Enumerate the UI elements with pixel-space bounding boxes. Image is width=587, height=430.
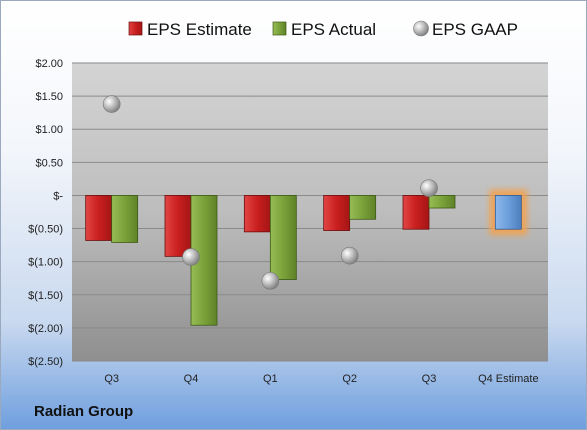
y-tick-label: $1.50 — [35, 91, 63, 103]
x-tick-label: Q4 — [184, 373, 199, 385]
legend-swatch — [413, 20, 429, 37]
bar-eps-actual — [190, 195, 218, 326]
legend-label: EPS Estimate — [147, 20, 252, 39]
y-tick-label: $0.50 — [35, 157, 63, 169]
y-tick-label: $(2.50) — [28, 356, 63, 368]
y-tick-label: $1.00 — [35, 124, 63, 136]
x-tick-label: Q4 Estimate — [478, 373, 539, 385]
bar-eps-estimate-future — [494, 195, 522, 230]
x-tick-label: Q2 — [342, 373, 357, 385]
point-eps-gaap — [182, 248, 200, 266]
legend-label: EPS GAAP — [432, 20, 518, 39]
bar-eps-estimate — [402, 195, 430, 230]
bar-eps-estimate — [243, 195, 271, 233]
bar-eps-estimate — [164, 195, 192, 257]
y-tick-label: $(1.50) — [28, 290, 63, 302]
x-tick-label: Q3 — [422, 373, 437, 385]
plot-area — [72, 63, 548, 361]
bar-eps-estimate — [323, 195, 351, 231]
y-tick-label: $(0.50) — [28, 224, 63, 236]
bar-eps-estimate — [85, 195, 113, 241]
point-eps-gaap — [340, 246, 359, 265]
legend-swatch — [128, 21, 143, 36]
bar-eps-actual — [269, 195, 297, 280]
legend-label: EPS Actual — [291, 20, 376, 39]
y-tick-label: $- — [53, 190, 63, 202]
bar-eps-actual — [428, 195, 456, 209]
y-tick-label: $2.00 — [35, 58, 63, 70]
x-tick-label: Q3 — [104, 373, 119, 385]
bar-eps-actual — [349, 195, 377, 220]
bar-eps-actual — [111, 195, 139, 243]
point-eps-gaap — [420, 179, 438, 197]
x-tick-label: Q1 — [263, 373, 278, 385]
point-eps-gaap — [261, 272, 280, 290]
point-eps-gaap — [102, 95, 121, 113]
y-tick-label: $(2.00) — [28, 323, 63, 335]
company-name: Radian Group — [34, 403, 134, 420]
y-tick-label: $(1.00) — [28, 257, 63, 269]
legend-swatch — [272, 21, 287, 36]
